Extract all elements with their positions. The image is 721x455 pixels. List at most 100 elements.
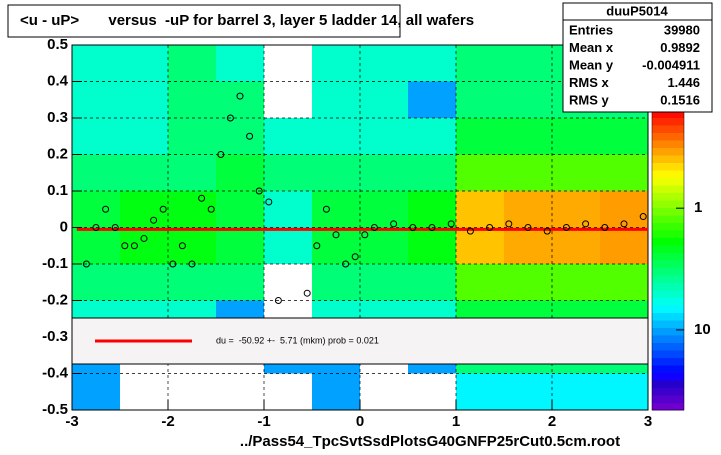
- heat-cell: [552, 264, 600, 301]
- profile-point: [447, 220, 455, 228]
- heat-cell: [552, 154, 600, 191]
- color-scale-step: [652, 365, 684, 373]
- profile-point: [111, 224, 119, 231]
- color-scale-step: [652, 132, 684, 141]
- color-scale-step: [652, 297, 684, 306]
- profile-point: [409, 224, 417, 231]
- y-tick-label: 0.5: [47, 36, 68, 53]
- stats-value: 0.1516: [660, 92, 700, 107]
- profile-point: [178, 242, 186, 250]
- heat-cell: [312, 118, 360, 155]
- x-tick-label: 1: [452, 413, 460, 430]
- color-scale-step: [652, 230, 684, 238]
- heat-cell: [456, 264, 504, 301]
- x-tick-label: -1: [257, 413, 270, 430]
- color-scale-step: [652, 327, 684, 336]
- legend-text: du = -50.92 +- 5.71 (mkm) prob = 0.021: [216, 335, 379, 345]
- color-scale-step: [652, 275, 684, 283]
- profile-point: [255, 187, 263, 195]
- heat-cell: [408, 154, 456, 191]
- heat-cell: [72, 227, 120, 264]
- profile-point: [226, 114, 234, 122]
- heat-cell: [504, 227, 552, 264]
- color-scale-step: [652, 140, 684, 148]
- heat-cell: [456, 81, 504, 118]
- profile-point: [159, 205, 167, 213]
- heat-cell: [264, 191, 312, 228]
- y-tick-label: -0.3: [42, 328, 68, 345]
- heat-cell: [216, 227, 264, 264]
- profile-point: [342, 260, 350, 268]
- heat-cell: [120, 81, 168, 118]
- heat-cell: [504, 191, 552, 228]
- stats-value: -0.004911: [642, 57, 700, 72]
- heat-cell: [168, 81, 216, 118]
- heat-cell: [264, 154, 312, 191]
- heat-cell: [408, 118, 456, 155]
- stats-title: duuP5014: [606, 3, 668, 18]
- heat-cell: [72, 154, 120, 191]
- color-scale-step: [652, 147, 684, 156]
- x-tick-label: 3: [644, 413, 652, 430]
- heat-cell: [216, 81, 264, 118]
- stats-label: Mean y: [569, 57, 614, 72]
- color-scale-step: [652, 320, 684, 328]
- color-scale-step: [652, 207, 684, 216]
- profile-point: [361, 231, 369, 239]
- profile-point: [130, 242, 138, 250]
- color-scale-step: [652, 260, 684, 268]
- color-scale-step: [652, 162, 684, 171]
- y-tick-label: 0.1: [47, 182, 68, 199]
- heat-cell: [312, 264, 360, 301]
- heat-cell: [360, 81, 408, 118]
- profile-point: [582, 220, 590, 228]
- stats-box: [562, 2, 713, 113]
- heat-cell: [216, 45, 264, 82]
- profile-point: [150, 216, 158, 224]
- color-scale-step: [652, 192, 684, 201]
- profile-point: [265, 198, 273, 206]
- x-tick-label: 2: [548, 413, 556, 430]
- y-tick-label: -0.4: [42, 364, 69, 381]
- color-scale-step: [652, 387, 684, 396]
- z-tick-label: 1: [694, 199, 702, 216]
- heat-cell: [72, 81, 120, 118]
- heat-cell: [312, 373, 360, 410]
- profile-point: [82, 260, 90, 268]
- heat-cell: [408, 191, 456, 228]
- heat-cell: [360, 45, 408, 82]
- x-tick-label: 0: [356, 413, 364, 430]
- color-scale-step: [652, 177, 684, 186]
- heat-cell: [552, 227, 600, 264]
- y-tick-label: 0.3: [47, 109, 68, 126]
- profile-point: [505, 220, 513, 228]
- color-scale-step: [652, 245, 684, 253]
- profile-point: [303, 289, 311, 297]
- heat-cell: [600, 118, 648, 155]
- stats-label: RMS x: [569, 75, 610, 90]
- color-scale-step: [652, 305, 684, 313]
- color-scale-step: [652, 110, 684, 118]
- heat-cell: [216, 191, 264, 228]
- heat-cell: [600, 264, 648, 301]
- heat-cell: [216, 154, 264, 191]
- x-tick-label: -3: [65, 413, 78, 430]
- heat-cell: [72, 118, 120, 155]
- heat-cell: [552, 118, 600, 155]
- color-scale-step: [652, 282, 684, 291]
- profile-point: [188, 260, 196, 268]
- heat-cell: [312, 191, 360, 228]
- color-scale-step: [652, 252, 684, 261]
- profile-point: [92, 224, 100, 231]
- heat-cell: [600, 373, 648, 410]
- heat-cell: [312, 154, 360, 191]
- profile-point: [217, 151, 225, 158]
- heat-cell: [72, 373, 120, 410]
- y-tick-label: -0.2: [42, 291, 68, 308]
- profile-point: [562, 224, 570, 231]
- profile-point: [198, 194, 206, 202]
- heat-cell: [312, 45, 360, 82]
- heat-cell: [408, 227, 456, 264]
- profile-point: [246, 132, 254, 140]
